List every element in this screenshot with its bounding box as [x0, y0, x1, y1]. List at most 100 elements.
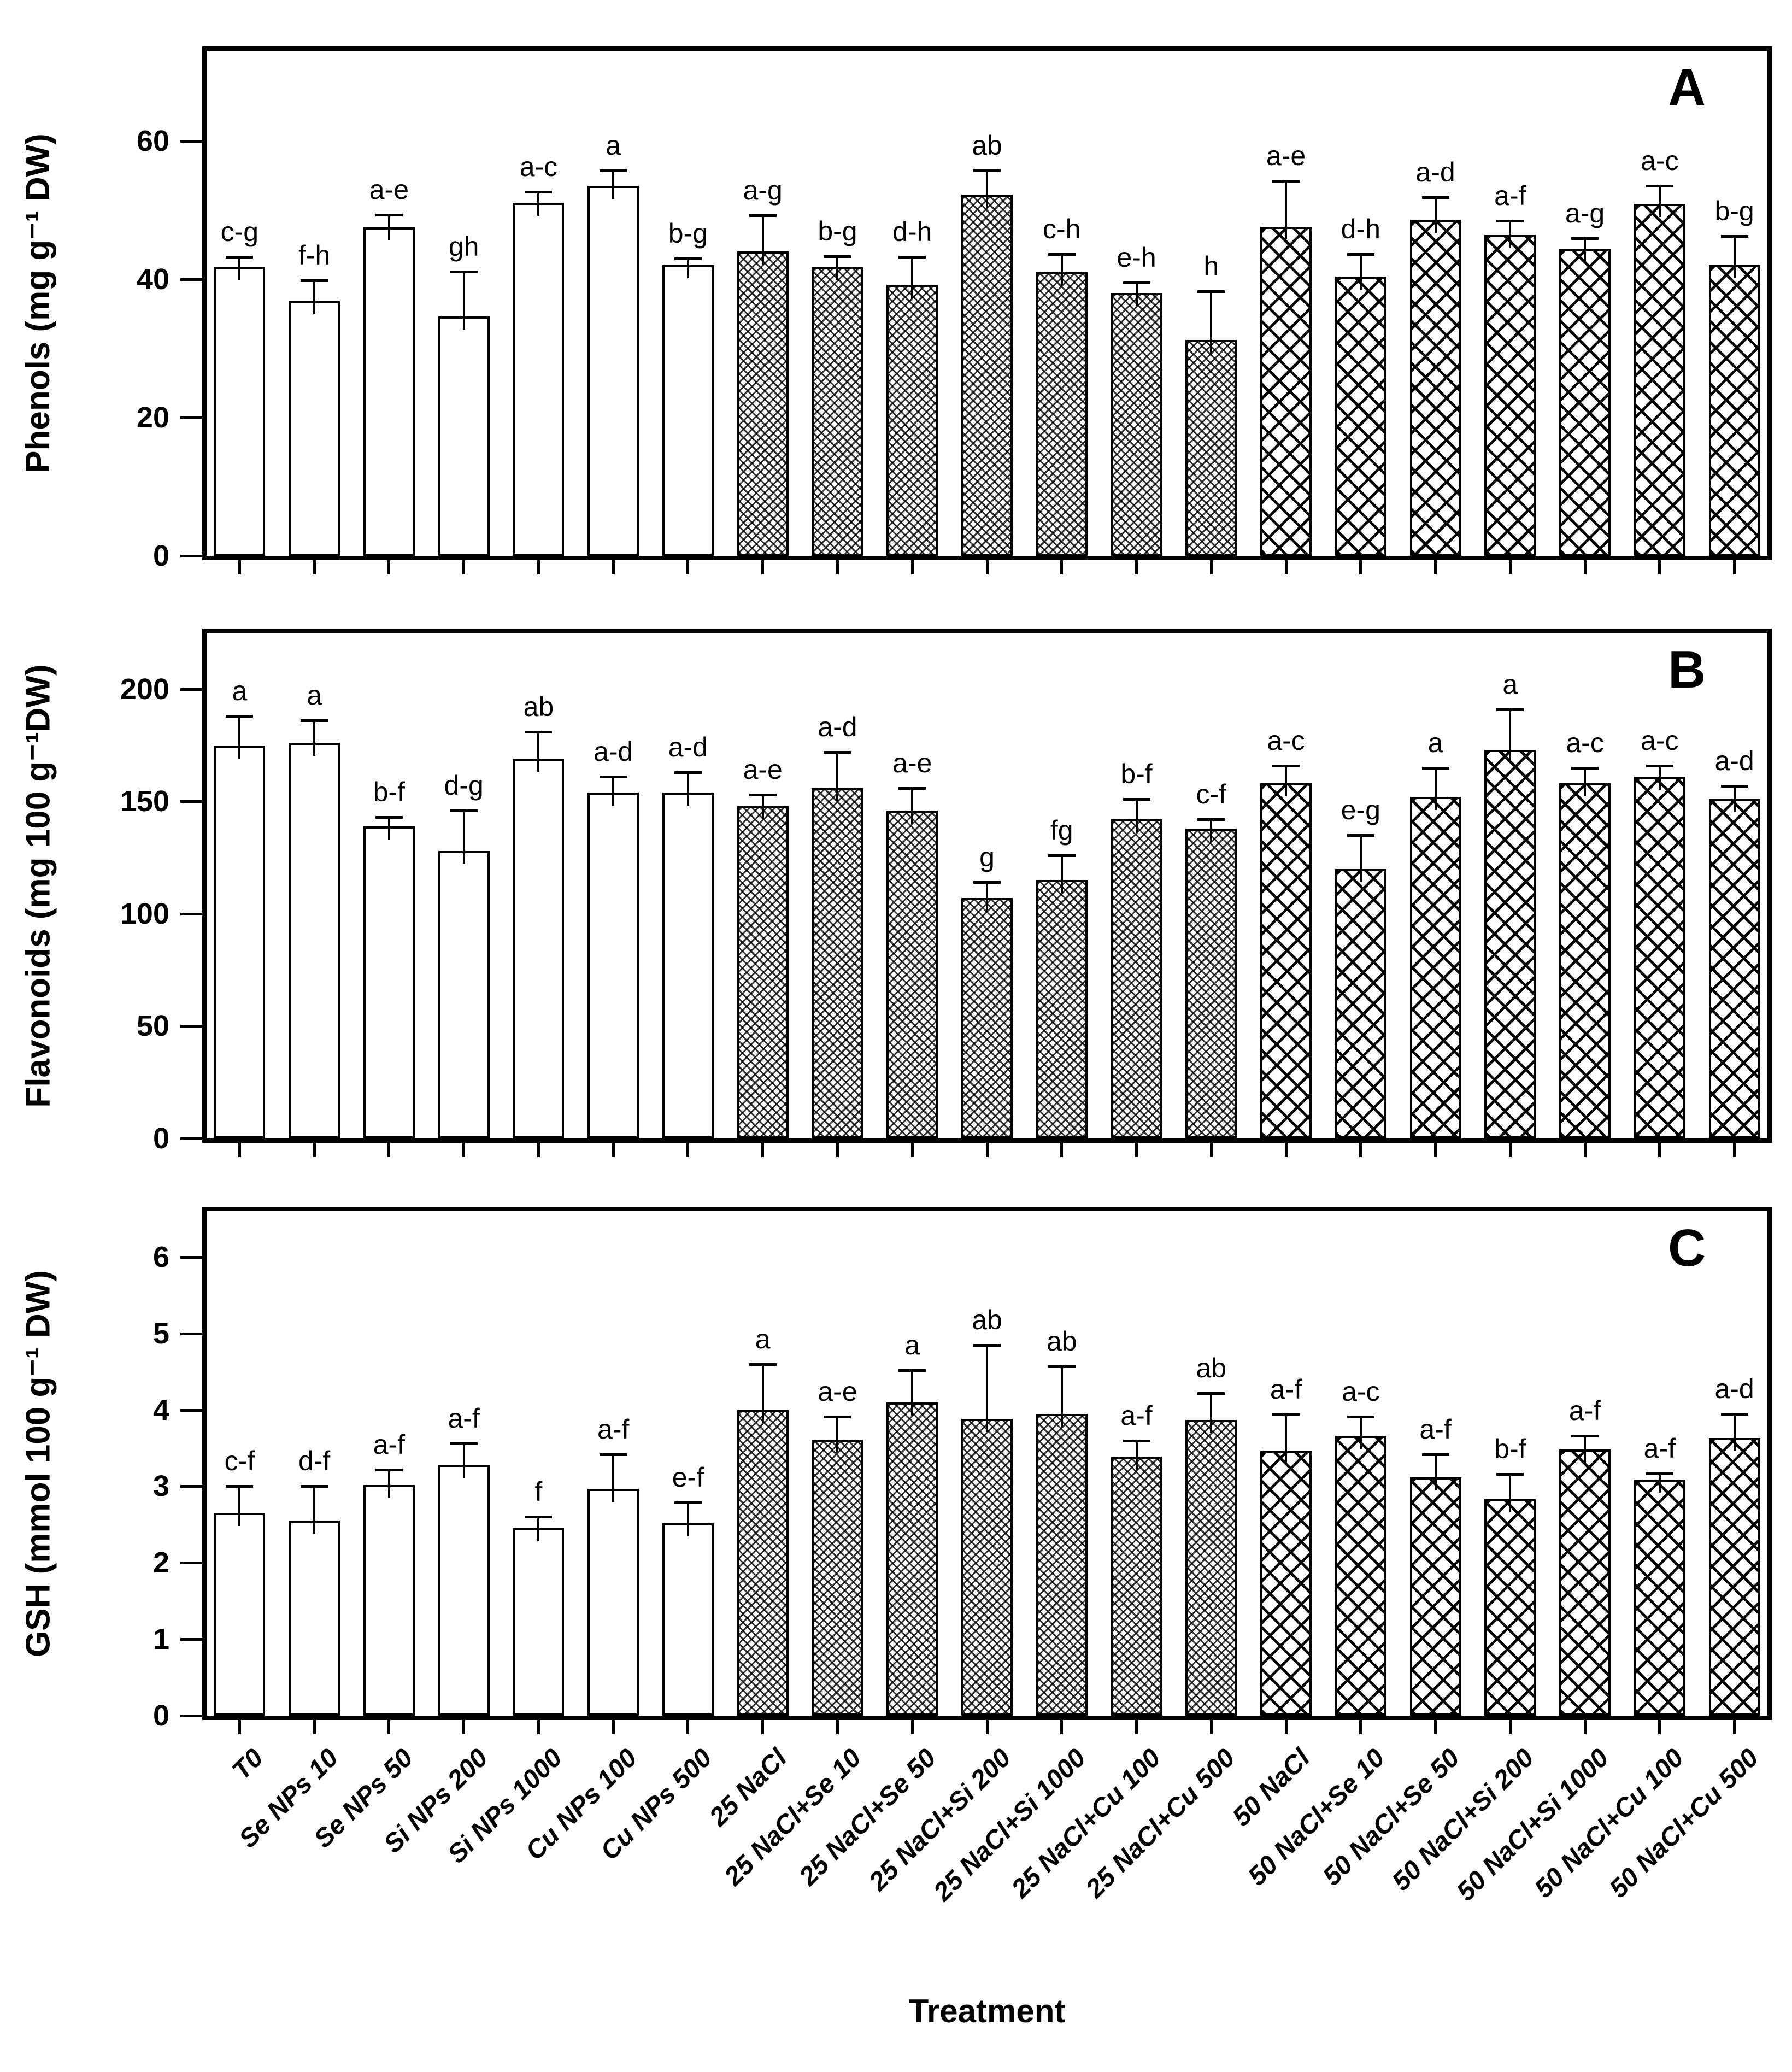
x-tick — [313, 560, 316, 574]
error-bar-line — [1733, 785, 1736, 813]
error-bar-line — [761, 795, 764, 819]
error-bar-line — [1658, 185, 1661, 217]
error-bar-line — [1210, 819, 1213, 842]
significance-letter: b-f — [1120, 759, 1153, 790]
significance-letter: h — [1203, 251, 1219, 282]
error-bar-line — [761, 1364, 764, 1423]
significance-letter: e-f — [672, 1461, 704, 1493]
error-bar-cap — [600, 169, 627, 172]
y-tick-label: 3 — [152, 1470, 169, 1503]
y-axis-title-B: Flavonoids (mg 100 g⁻¹DW) — [19, 664, 57, 1108]
significance-letter: a — [307, 680, 322, 711]
bar — [1036, 1413, 1088, 1716]
significance-letter: a-c — [519, 151, 558, 183]
significance-letter: f-h — [298, 240, 331, 271]
bar — [1185, 340, 1237, 556]
x-axis-title: Treatment — [908, 1993, 1066, 2029]
bar — [587, 792, 639, 1138]
bar — [961, 1419, 1013, 1716]
x-tick — [1284, 1720, 1288, 1734]
significance-letter: a-d — [1415, 157, 1455, 188]
significance-letter: g — [979, 842, 995, 873]
x-tick — [1733, 1143, 1736, 1157]
error-bar-line — [1434, 767, 1437, 811]
significance-letter: b-g — [668, 218, 708, 249]
error-bar-line — [612, 170, 615, 199]
bar — [513, 203, 565, 556]
x-tick — [1284, 1143, 1288, 1157]
significance-letter: a-f — [448, 1403, 480, 1434]
significance-letter: a-c — [1267, 725, 1305, 756]
error-bar-line — [1359, 835, 1362, 882]
y-tick — [180, 1025, 202, 1028]
error-bar-line — [313, 720, 316, 756]
x-tick — [836, 560, 839, 574]
bar — [1335, 276, 1386, 556]
error-bar-cap — [1421, 1453, 1449, 1456]
error-bar-cap — [674, 257, 702, 260]
significance-letter: d-f — [298, 1446, 331, 1477]
x-tick — [1583, 1720, 1587, 1734]
error-bar-line — [238, 257, 241, 280]
x-tick — [1135, 1720, 1138, 1734]
bar — [1260, 783, 1312, 1138]
error-bar-line — [761, 215, 764, 265]
error-bar-cap — [1496, 220, 1524, 223]
bar — [961, 195, 1013, 556]
y-tick-label: 50 — [136, 1009, 169, 1043]
x-tick — [1209, 1720, 1213, 1734]
bar — [214, 1513, 266, 1716]
error-bar-line — [1509, 1474, 1512, 1513]
x-tick — [462, 1720, 466, 1734]
significance-letter: a-f — [1270, 1373, 1302, 1405]
significance-letter: gh — [448, 231, 479, 262]
error-bar-cap — [450, 270, 478, 273]
x-tick — [1733, 560, 1736, 574]
x-tick — [612, 560, 615, 574]
bar — [662, 265, 714, 556]
error-bar-line — [686, 258, 689, 279]
y-tick-label: 100 — [120, 897, 169, 930]
error-bar-cap — [301, 1485, 328, 1488]
x-tick — [910, 1143, 914, 1157]
bar — [1036, 880, 1088, 1138]
x-tick — [1508, 1720, 1512, 1734]
error-bar-line — [537, 731, 540, 772]
significance-letter: a-d — [668, 731, 708, 762]
x-tick — [761, 560, 765, 574]
x-tick — [1434, 560, 1437, 574]
significance-letter: e-g — [1341, 795, 1380, 825]
x-tick — [761, 1720, 765, 1734]
error-bar-line — [612, 1454, 615, 1502]
significance-letter: a-f — [1643, 1433, 1676, 1464]
error-bar-line — [1584, 238, 1587, 263]
error-bar-cap — [600, 776, 627, 779]
significance-letter: a-d — [594, 736, 633, 767]
error-bar-line — [986, 170, 988, 208]
error-bar-cap — [824, 1416, 851, 1419]
error-bar-line — [462, 271, 465, 330]
error-bar-cap — [1646, 1472, 1673, 1475]
error-bar-line — [1285, 765, 1288, 797]
significance-letter: a-e — [369, 174, 409, 205]
bar — [1111, 819, 1162, 1138]
x-tick — [1135, 1143, 1138, 1157]
significance-letter: c-g — [220, 216, 259, 248]
error-bar-line — [1658, 765, 1661, 790]
significance-letter: f — [534, 1476, 543, 1507]
y-tick — [180, 688, 202, 691]
bar — [662, 1523, 714, 1716]
y-tick-label: 0 — [152, 1122, 169, 1155]
bar — [1335, 1436, 1386, 1716]
bar — [1559, 249, 1611, 556]
error-bar-line — [1509, 709, 1512, 763]
significance-letter: c-f — [1196, 779, 1227, 810]
bar — [1484, 1499, 1536, 1716]
x-tick — [910, 560, 914, 574]
panel-letter-A: A — [1668, 58, 1706, 117]
bar — [1634, 1479, 1685, 1716]
y-tick — [180, 1562, 202, 1565]
significance-letter: a-g — [1565, 198, 1605, 229]
y-tick — [180, 1408, 202, 1412]
bar — [812, 788, 863, 1138]
